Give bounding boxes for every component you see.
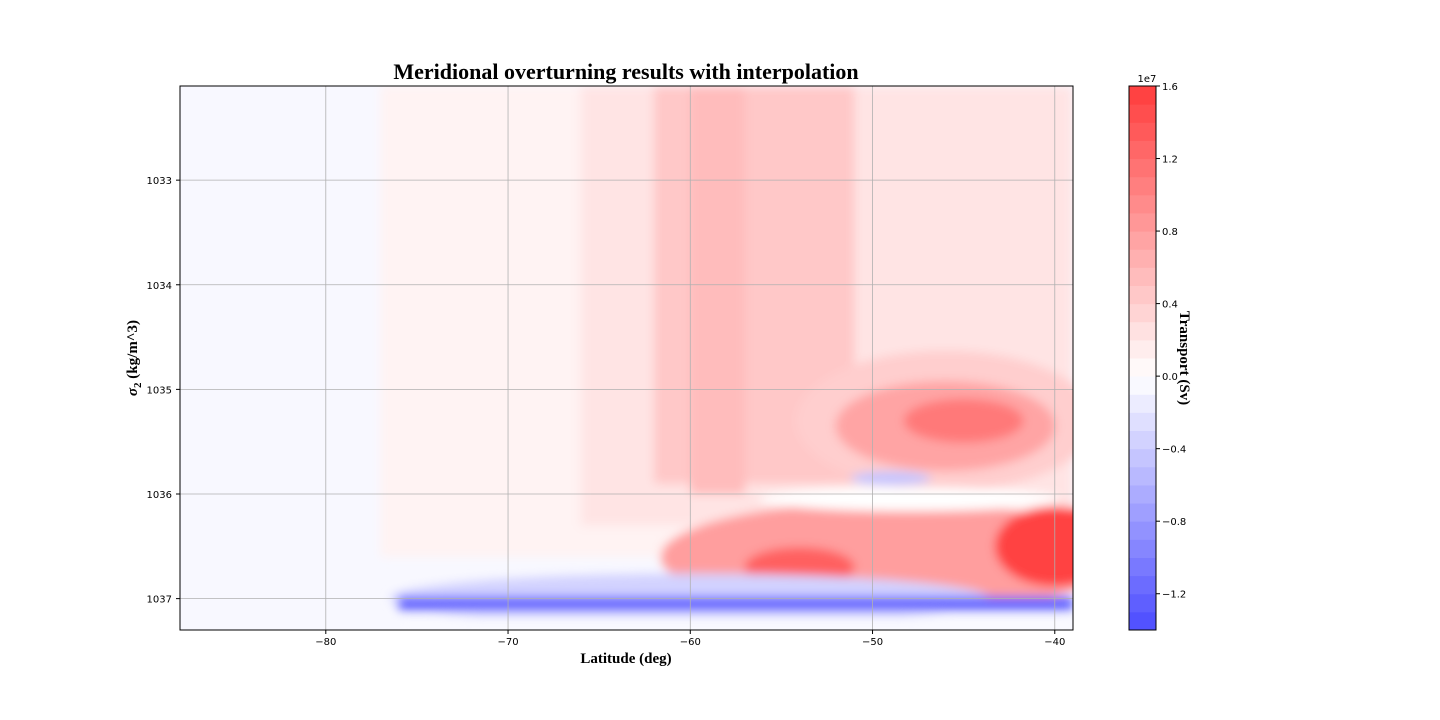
colorbar-level-27	[1129, 122, 1156, 141]
colorbar-level-5	[1129, 521, 1156, 540]
colorbar-tick-label: −1.2	[1162, 590, 1186, 601]
colorbar-tick-label: 0.4	[1162, 300, 1178, 311]
plot-area: −80 −70 −60 −50 −40 1033 1034 1035 1036 1037	[147, 85, 1074, 648]
colorbar-level-21	[1129, 231, 1156, 250]
transport-field	[380, 86, 1073, 630]
x-axis-label: Latitude (deg)	[580, 651, 671, 667]
x-axis-ticks: −80 −70 −60 −50 −40	[315, 630, 1065, 648]
y-axis-label-subscript: 2	[132, 382, 144, 388]
contour-upper-core	[903, 398, 1024, 443]
x-tick-label: −60	[680, 637, 701, 648]
colorbar-frame	[1128, 85, 1157, 631]
colorbar-level-23	[1129, 194, 1156, 214]
colorbar-level-15	[1129, 339, 1156, 359]
x-tick-label: −50	[862, 637, 883, 648]
colorbar-offset-text: 1e7	[1138, 74, 1157, 85]
colorbar-level-13	[1129, 376, 1156, 395]
colorbar: −1.2 −0.8 −0.4 0.0 0.4 0.8 1.2 1.6 1e7 Transpor…	[1128, 74, 1192, 631]
contour-positive-column-narrow	[690, 86, 745, 494]
colorbar-level-19	[1129, 267, 1156, 286]
colorbar-level-16	[1129, 321, 1156, 341]
contour-bottom-white	[398, 616, 1073, 630]
x-tick-label: −80	[315, 637, 336, 648]
chart-title: Meridional overturning results with inte…	[393, 59, 858, 84]
colorbar-tick-label: −0.8	[1162, 517, 1186, 528]
colorbar-level-4	[1129, 539, 1156, 558]
contour-lower-core	[994, 506, 1073, 587]
y-tick-label: 1037	[147, 595, 172, 606]
y-tick-label: 1035	[147, 385, 172, 396]
x-tick-label: −70	[497, 637, 518, 648]
colorbar-levels	[1129, 86, 1156, 631]
colorbar-tick-label: 0.8	[1162, 227, 1178, 238]
colorbar-level-11	[1129, 412, 1156, 432]
colorbar-level-17	[1129, 303, 1156, 323]
colorbar-label: Transport (Sv)	[1176, 311, 1192, 405]
y-tick-label: 1033	[147, 176, 172, 187]
colorbar-level-18	[1129, 285, 1156, 305]
colorbar-level-12	[1129, 394, 1156, 413]
colorbar-tick-label: −0.4	[1162, 445, 1186, 456]
colorbar-level-1	[1129, 593, 1156, 613]
y-axis-label-symbol: σ	[125, 387, 141, 396]
colorbar-level-24	[1129, 176, 1156, 196]
grid-lines	[180, 86, 1073, 630]
colorbar-level-10	[1129, 430, 1156, 450]
colorbar-level-25	[1129, 158, 1156, 178]
colorbar-level-20	[1129, 249, 1156, 268]
colorbar-level-26	[1129, 140, 1156, 160]
colorbar-tick-label: 1.2	[1162, 155, 1178, 166]
colorbar-level-2	[1129, 575, 1156, 595]
x-tick-label: −40	[1044, 637, 1065, 648]
y-axis-label: σ2 (kg/m^3)	[125, 320, 144, 396]
colorbar-level-7	[1129, 484, 1156, 504]
colorbar-level-14	[1129, 358, 1156, 377]
colorbar-level-29	[1129, 86, 1156, 105]
contour-bottom-negative	[398, 596, 1073, 612]
y-tick-label: 1034	[147, 281, 172, 292]
contour-gap-white	[758, 487, 1059, 512]
plot-frame	[179, 85, 1074, 631]
colorbar-level-0	[1129, 611, 1156, 631]
y-tick-label: 1036	[147, 490, 172, 501]
y-axis-ticks: 1033 1034 1035 1036 1037	[147, 176, 180, 606]
colorbar-level-28	[1129, 104, 1156, 123]
contour-mid-negative	[850, 471, 931, 486]
colorbar-tick-label: 0.0	[1162, 372, 1178, 383]
y-axis-label-units: (kg/m^3)	[125, 320, 141, 382]
colorbar-level-22	[1129, 212, 1156, 232]
colorbar-ticks: −1.2 −0.8 −0.4 0.0 0.4 0.8 1.2 1.6	[1156, 82, 1186, 601]
colorbar-level-3	[1129, 557, 1156, 577]
colorbar-level-9	[1129, 448, 1156, 468]
field-blur-layer	[380, 86, 1073, 630]
colorbar-level-8	[1129, 466, 1156, 486]
colorbar-tick-label: 1.6	[1162, 82, 1178, 93]
colorbar-level-6	[1129, 503, 1156, 522]
